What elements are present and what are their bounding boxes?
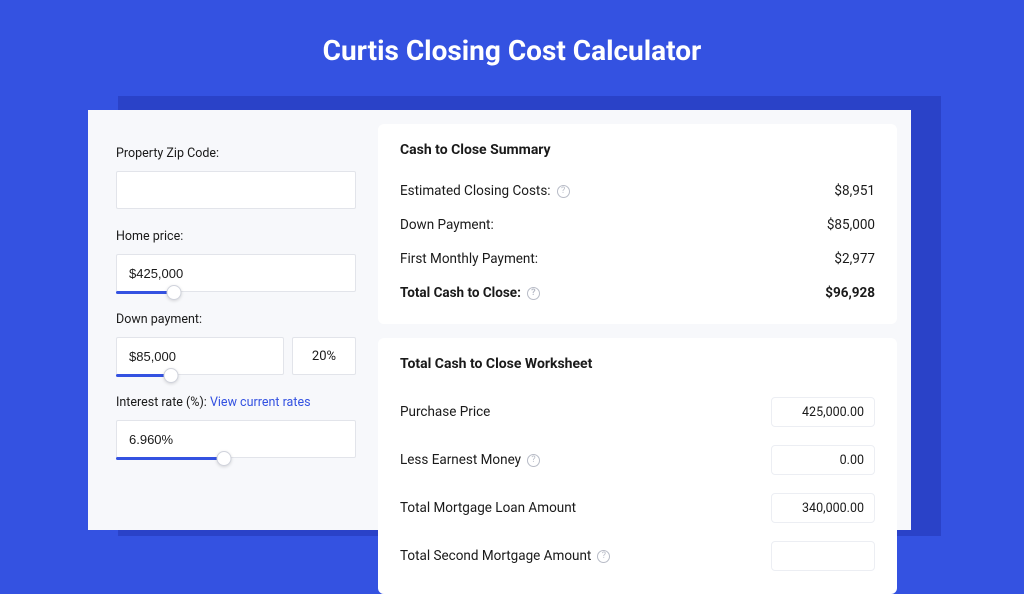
zip-field-group: Property Zip Code: bbox=[116, 146, 356, 209]
home-price-label: Home price: bbox=[116, 229, 356, 244]
home-price-slider[interactable] bbox=[116, 254, 356, 292]
summary-card-title: Cash to Close Summary bbox=[400, 142, 875, 158]
summary-value: $8,951 bbox=[834, 183, 875, 199]
summary-row-closing-costs: Estimated Closing Costs: ? $8,951 bbox=[400, 174, 875, 208]
interest-rate-slider[interactable] bbox=[116, 420, 356, 458]
zip-label: Property Zip Code: bbox=[116, 146, 356, 161]
down-payment-slider-thumb[interactable] bbox=[164, 368, 179, 383]
worksheet-value[interactable]: 425,000.00 bbox=[771, 397, 875, 427]
worksheet-label-text: Less Earnest Money bbox=[400, 452, 521, 468]
summary-row-down-payment: Down Payment: $85,000 bbox=[400, 208, 875, 242]
page-root: Curtis Closing Cost Calculator Property … bbox=[0, 0, 1024, 512]
summary-label-text: Down Payment: bbox=[400, 217, 494, 233]
worksheet-row-second-mortgage: Total Second Mortgage Amount ? bbox=[400, 532, 875, 580]
home-price-slider-thumb[interactable] bbox=[166, 285, 181, 300]
interest-rate-label-text: Interest rate (%): bbox=[116, 395, 210, 410]
summary-value: $96,928 bbox=[825, 285, 875, 301]
summary-card: Cash to Close Summary Estimated Closing … bbox=[378, 124, 897, 324]
help-icon[interactable]: ? bbox=[597, 550, 610, 563]
summary-label-text: Estimated Closing Costs: bbox=[400, 183, 551, 199]
home-price-input[interactable] bbox=[116, 254, 356, 292]
summary-label-text: First Monthly Payment: bbox=[400, 251, 538, 267]
home-price-slider-track bbox=[116, 291, 174, 294]
page-title: Curtis Closing Cost Calculator bbox=[0, 0, 1024, 67]
down-payment-input[interactable] bbox=[116, 337, 284, 375]
input-column: Property Zip Code: Home price: Down paym… bbox=[88, 110, 378, 530]
down-payment-field-group: Down payment: 20% bbox=[116, 312, 356, 375]
worksheet-row-earnest-money: Less Earnest Money ? 0.00 bbox=[400, 436, 875, 484]
zip-input[interactable] bbox=[116, 171, 356, 209]
summary-column: Cash to Close Summary Estimated Closing … bbox=[378, 110, 911, 530]
worksheet-card: Total Cash to Close Worksheet Purchase P… bbox=[378, 338, 897, 594]
worksheet-value[interactable] bbox=[771, 541, 875, 571]
summary-value: $85,000 bbox=[827, 217, 875, 233]
down-payment-pct[interactable]: 20% bbox=[292, 337, 356, 375]
interest-rate-label: Interest rate (%): View current rates bbox=[116, 395, 356, 410]
interest-rate-slider-track bbox=[116, 457, 224, 460]
interest-rate-field-group: Interest rate (%): View current rates bbox=[116, 395, 356, 458]
summary-label-text: Total Cash to Close: bbox=[400, 285, 521, 301]
summary-row-first-payment: First Monthly Payment: $2,977 bbox=[400, 242, 875, 276]
help-icon[interactable]: ? bbox=[527, 454, 540, 467]
calculator-panel: Property Zip Code: Home price: Down paym… bbox=[88, 110, 911, 530]
interest-rate-input[interactable] bbox=[116, 420, 356, 458]
worksheet-row-purchase-price: Purchase Price 425,000.00 bbox=[400, 388, 875, 436]
worksheet-label-text: Purchase Price bbox=[400, 404, 490, 420]
help-icon[interactable]: ? bbox=[527, 287, 540, 300]
worksheet-row-loan-amount: Total Mortgage Loan Amount 340,000.00 bbox=[400, 484, 875, 532]
view-rates-link[interactable]: View current rates bbox=[210, 395, 311, 410]
help-icon[interactable]: ? bbox=[557, 185, 570, 198]
interest-rate-slider-thumb[interactable] bbox=[217, 451, 232, 466]
worksheet-label-text: Total Second Mortgage Amount bbox=[400, 548, 591, 564]
summary-value: $2,977 bbox=[834, 251, 875, 267]
down-payment-slider[interactable] bbox=[116, 337, 284, 375]
worksheet-value[interactable]: 0.00 bbox=[771, 445, 875, 475]
worksheet-label-text: Total Mortgage Loan Amount bbox=[400, 500, 576, 516]
summary-row-total: Total Cash to Close: ? $96,928 bbox=[400, 276, 875, 310]
worksheet-card-title: Total Cash to Close Worksheet bbox=[400, 356, 875, 372]
down-payment-label: Down payment: bbox=[116, 312, 356, 327]
worksheet-value[interactable]: 340,000.00 bbox=[771, 493, 875, 523]
home-price-field-group: Home price: bbox=[116, 229, 356, 292]
